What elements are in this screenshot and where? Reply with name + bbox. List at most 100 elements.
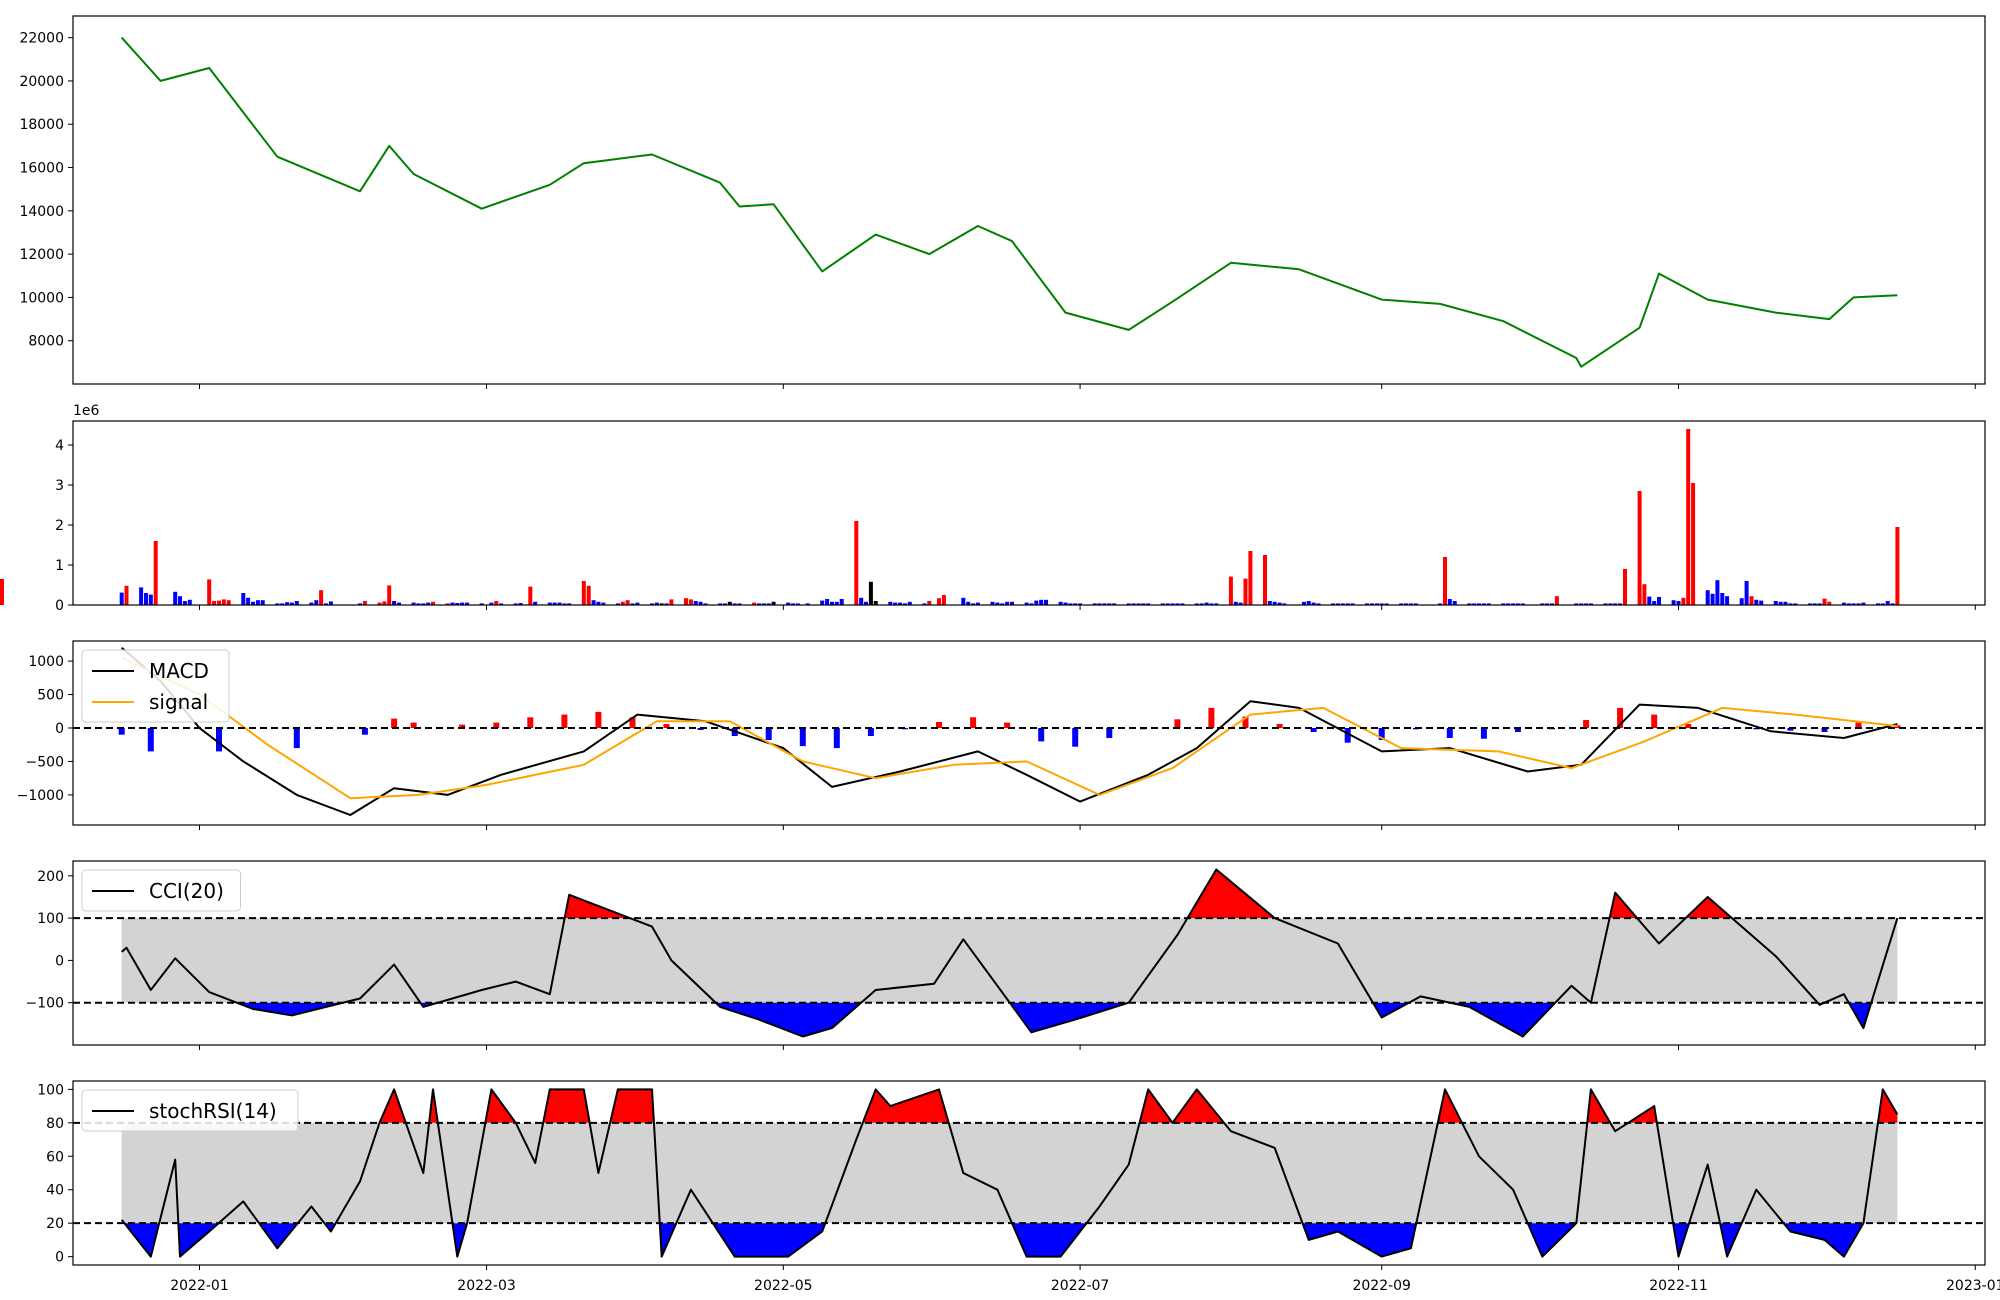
volume-bar: [1841, 602, 1846, 605]
x-tick-label: 2022-05: [754, 1278, 813, 1294]
volume-bar: [1817, 603, 1822, 605]
volume-bar: [1365, 603, 1370, 605]
x-tick-label: 2022-03: [457, 1278, 516, 1294]
volume-bar: [1467, 603, 1472, 605]
macd-y-tick-label: 1000: [28, 654, 64, 670]
volume-bar: [1715, 580, 1720, 605]
volume-bar: [1136, 603, 1141, 605]
volume-bar: [431, 601, 435, 605]
macd-histogram-bar: [1208, 707, 1215, 728]
x-tick-label: 2022-01: [170, 1278, 229, 1294]
volume-bar: [1331, 603, 1336, 605]
macd-histogram-bar: [1038, 728, 1045, 742]
volume-bar: [1657, 597, 1661, 605]
volume-bar: [1301, 601, 1306, 605]
macd-series-line-0: [121, 646, 1898, 816]
volume-bar: [1345, 603, 1350, 605]
volume-bar: [518, 603, 523, 605]
volume-bar: [966, 601, 971, 605]
price-y-tick-label: 20000: [19, 74, 64, 90]
volume-bar: [1112, 603, 1117, 605]
macd-histogram-bar: [629, 717, 636, 728]
volume-bar: [830, 601, 834, 605]
volume-bar: [586, 585, 591, 605]
price-y-tick-label: 14000: [19, 204, 64, 220]
volume-bar: [178, 596, 182, 605]
stochrsi-y-tick-label: 100: [37, 1082, 64, 1098]
volume-bar: [455, 603, 460, 605]
volume-bar: [148, 594, 153, 605]
macd-histogram-bar: [1651, 714, 1658, 728]
volume-bar: [1272, 601, 1277, 605]
volume-bar: [737, 603, 742, 605]
x-tick-label: 2022-09: [1352, 1278, 1411, 1294]
volume-bar: [0, 579, 4, 605]
volume-bar: [358, 603, 362, 605]
volume-bar: [144, 593, 148, 605]
macd-histogram-bar: [1344, 728, 1351, 743]
volume-bar: [1686, 429, 1691, 605]
stochrsi-y-tick-label: 20: [46, 1216, 64, 1232]
volume-bar: [1895, 527, 1900, 605]
cci-axes-frame: [72, 860, 1986, 1046]
volume-bar: [664, 603, 669, 605]
volume-bar: [119, 592, 124, 605]
volume-bar: [1788, 603, 1793, 605]
volume-bar: [217, 600, 221, 605]
volume-bar: [688, 599, 693, 605]
volume-bar: [1778, 601, 1783, 605]
volume-bar: [212, 601, 217, 605]
volume-bar: [659, 603, 664, 605]
x-tick-label: 2022-11: [1649, 1278, 1708, 1294]
volume-bar: [1204, 602, 1209, 605]
volume-bar: [207, 579, 212, 605]
volume-bar: [547, 602, 552, 605]
volume-bar: [1550, 603, 1554, 605]
volume-bar: [1749, 596, 1754, 605]
macd-histogram-bar: [1174, 719, 1181, 728]
volume-bar: [397, 602, 401, 605]
volume-bar: [1340, 603, 1345, 605]
price-axes-frame: [72, 15, 1986, 385]
volume-bar: [382, 601, 387, 605]
volume-bar: [1384, 603, 1389, 605]
macd-y-tick-label: −1000: [17, 788, 64, 804]
volume-bar: [898, 602, 903, 605]
volume-bar: [528, 586, 533, 605]
volume-bar: [1175, 603, 1180, 605]
stochrsi-oversold-fill: [121, 1223, 1898, 1257]
volume-bar: [902, 603, 907, 605]
volume-bar: [591, 600, 596, 605]
volume-bar: [309, 602, 314, 605]
volume-bar: [1793, 603, 1798, 605]
volume-bar: [1438, 603, 1443, 605]
volume-bar: [1554, 596, 1559, 605]
volume-bar: [226, 600, 231, 605]
volume-bar: [1447, 599, 1452, 605]
macd-legend-box: [81, 649, 230, 723]
volume-bar: [1068, 603, 1073, 605]
price-panel: 8000 10000 12000 14000 16000 18000 20000 22000: [19, 15, 1986, 389]
stochrsi-y-tick-label: 40: [46, 1183, 64, 1199]
volume-bar: [1029, 603, 1034, 605]
volume-bar: [499, 603, 504, 605]
volume-bar: [251, 601, 255, 605]
volume-y-tick-label: 0: [55, 598, 64, 614]
volume-bar: [703, 603, 708, 605]
volume-bar: [241, 593, 246, 605]
macd-histogram-bar: [1480, 728, 1487, 739]
macd-histogram-bar: [1004, 722, 1011, 728]
volume-bar: [1880, 603, 1885, 605]
volume-bar: [1710, 593, 1715, 605]
x-tick-label: 2022-07: [1051, 1278, 1110, 1294]
stochrsi-axes-frame: [72, 1080, 1986, 1266]
volume-bar: [620, 601, 625, 605]
cci-oversold-fill: [121, 1002, 1898, 1037]
volume-bar: [761, 603, 766, 605]
volume-bar: [873, 601, 878, 605]
macd-histogram-bar: [765, 728, 772, 740]
volume-bar: [795, 603, 800, 605]
volume-bar: [387, 585, 392, 605]
volume-bar: [1846, 603, 1851, 605]
